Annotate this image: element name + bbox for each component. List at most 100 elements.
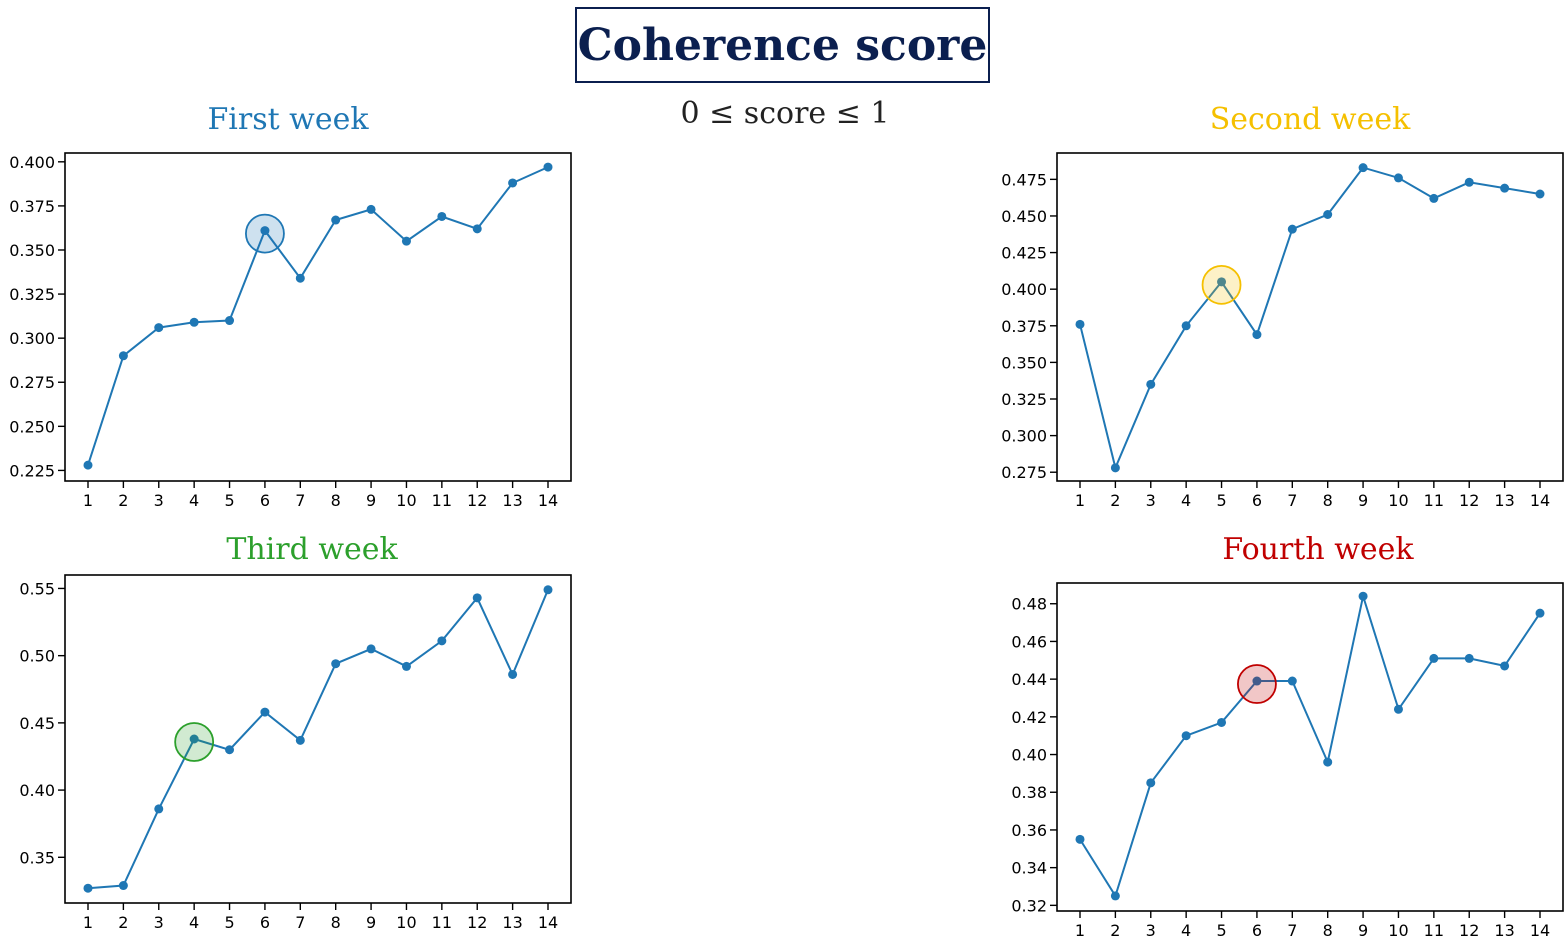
x-tick-label: 6 xyxy=(1252,921,1262,940)
x-tick-label: 10 xyxy=(1388,491,1408,510)
data-point xyxy=(1464,177,1474,187)
y-tick-label: 0.350 xyxy=(9,241,55,260)
x-tick-label: 3 xyxy=(154,913,164,932)
highlight-marker xyxy=(1237,664,1277,704)
data-point xyxy=(1464,653,1474,663)
data-point xyxy=(1429,653,1439,663)
data-point xyxy=(1146,778,1156,788)
x-tick-label: 2 xyxy=(1110,921,1120,940)
x-tick-label: 1 xyxy=(83,913,93,932)
y-tick-label: 0.325 xyxy=(1001,390,1047,409)
series-line xyxy=(1079,166,1541,471)
y-tick-label: 0.35 xyxy=(19,848,55,867)
data-point xyxy=(1252,676,1262,686)
data-point xyxy=(1287,676,1297,686)
y-tick-label: 0.48 xyxy=(1011,595,1047,614)
y-tick-label: 0.375 xyxy=(9,197,55,216)
x-tick-label: 7 xyxy=(295,913,305,932)
data-point xyxy=(1429,193,1439,203)
x-tick-label: 5 xyxy=(224,491,234,510)
x-tick-label: 1 xyxy=(83,491,93,510)
data-point xyxy=(1500,183,1510,193)
data-point xyxy=(472,593,482,603)
y-tick-label: 0.46 xyxy=(1011,632,1047,651)
chart-third-week: 0.350.400.450.500.551 2 3 4 5 6 7 8 9 10 11 12 13 14 xyxy=(19,574,572,932)
y-tick-label: 0.38 xyxy=(1011,783,1047,802)
x-tick-label: 4 xyxy=(1181,491,1191,510)
x-tick-label: 6 xyxy=(260,913,270,932)
x-tick-label: 10 xyxy=(396,491,416,510)
y-tick-label: 0.400 xyxy=(1001,280,1047,299)
x-tick-label: 13 xyxy=(1494,491,1514,510)
x-tick-label: 5 xyxy=(224,913,234,932)
chart-fourth-week: 0.320.340.360.380.400.420.440.460.481 2 3 4… xyxy=(1011,582,1564,940)
data-point xyxy=(83,883,93,893)
x-tick-label: 8 xyxy=(1323,921,1333,940)
data-point xyxy=(1358,591,1368,601)
data-point xyxy=(1075,319,1085,329)
x-tick-label: 13 xyxy=(502,913,522,932)
x-tick-label: 9 xyxy=(1358,491,1368,510)
data-point xyxy=(1358,163,1368,173)
highlight-marker xyxy=(1201,264,1242,305)
y-tick-label: 0.400 xyxy=(9,153,55,172)
y-tick-label: 0.36 xyxy=(1011,821,1047,840)
y-tick-label: 0.45 xyxy=(19,714,55,733)
chart-title-first-week: First week xyxy=(207,102,369,137)
data-point xyxy=(1110,891,1120,901)
chart-title-second-week: Second week xyxy=(1209,102,1411,137)
data-point xyxy=(1323,210,1333,219)
x-tick-label: 13 xyxy=(502,491,522,510)
y-tick-label: 0.275 xyxy=(1001,463,1047,482)
data-point xyxy=(260,707,270,717)
data-point xyxy=(366,644,376,654)
data-point xyxy=(154,323,164,333)
data-point xyxy=(118,881,128,891)
x-tick-label: 11 xyxy=(1424,491,1444,510)
data-point xyxy=(295,273,305,283)
data-point xyxy=(1146,379,1156,389)
data-point xyxy=(1110,463,1120,473)
data-point xyxy=(331,215,341,225)
series-line xyxy=(1079,592,1541,899)
x-tick-label: 9 xyxy=(366,913,376,932)
x-tick-label: 3 xyxy=(154,491,164,510)
data-point xyxy=(437,211,447,221)
data-point xyxy=(189,734,199,744)
data-point xyxy=(1075,834,1085,844)
y-tick-label: 0.475 xyxy=(1001,170,1047,189)
x-tick-label: 12 xyxy=(1459,921,1479,940)
series-line xyxy=(87,166,549,466)
chart-first-week: 0.225 0.250 0.275 0.300 0.325 0.350 0.375 0.400… xyxy=(9,152,572,510)
y-tick-label: 0.300 xyxy=(9,329,55,348)
x-tick-label: 14 xyxy=(538,491,558,510)
y-tick-label: 0.325 xyxy=(9,285,55,304)
y-tick-label: 0.275 xyxy=(9,373,55,392)
data-point xyxy=(508,669,518,679)
data-point xyxy=(1252,330,1262,340)
x-tick-label: 11 xyxy=(432,491,452,510)
series-line xyxy=(87,589,549,890)
plot-frame xyxy=(1056,152,1564,482)
x-tick-label: 12 xyxy=(467,491,487,510)
x-tick-label: 6 xyxy=(1252,491,1262,510)
figure-title: Coherence score xyxy=(575,7,990,83)
data-point xyxy=(1393,173,1403,183)
score-range-caption: 0 ≤ score ≤ 1 xyxy=(680,96,890,131)
data-point xyxy=(1217,277,1227,287)
y-tick-label: 0.40 xyxy=(1011,746,1047,765)
data-point xyxy=(1535,608,1545,618)
data-point xyxy=(508,178,518,188)
data-point xyxy=(189,317,199,327)
plot-frame xyxy=(1056,582,1564,912)
plot-frame xyxy=(64,574,572,904)
x-tick-label: 7 xyxy=(295,491,305,510)
y-tick-label: 0.350 xyxy=(1001,353,1047,372)
x-tick-label: 12 xyxy=(467,913,487,932)
x-tick-label: 1 xyxy=(1075,491,1085,510)
x-tick-label: 2 xyxy=(118,913,128,932)
x-tick-label: 3 xyxy=(1146,921,1156,940)
y-tick-label: 0.50 xyxy=(19,647,55,666)
x-tick-label: 4 xyxy=(1181,921,1191,940)
highlight-marker xyxy=(174,722,215,762)
